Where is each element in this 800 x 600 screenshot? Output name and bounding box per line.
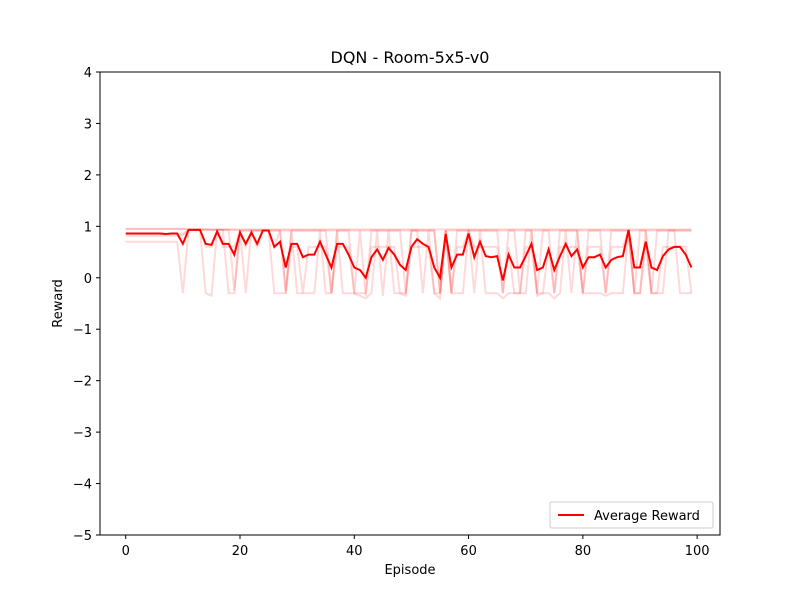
x-tick-label: 40 [346, 544, 363, 559]
run-line-2 [125, 228, 692, 294]
y-tick-label: 0 [84, 272, 92, 287]
run-line-3 [125, 228, 692, 301]
y-tick-label: −1 [73, 323, 92, 338]
y-tick-label: 4 [84, 66, 92, 81]
y-axis-ticks: −5 −4 −3 −2 −1 0 1 2 3 4 [73, 66, 100, 544]
run-line-1 [125, 227, 692, 231]
x-axis-label: Episode [384, 563, 435, 578]
x-tick-label: 20 [232, 544, 249, 559]
run-lines [125, 227, 693, 301]
y-tick-label: −5 [73, 529, 92, 544]
y-tick-label: 2 [84, 169, 92, 184]
x-tick-label: 0 [122, 544, 130, 559]
x-tick-label: 80 [575, 544, 592, 559]
x-tick-label: 60 [460, 544, 477, 559]
y-axis-label: Reward [51, 279, 66, 327]
legend-label: Average Reward [594, 509, 700, 524]
chart-title: DQN - Room-5x5-v0 [331, 48, 490, 67]
legend: Average Reward [549, 501, 714, 529]
y-tick-label: −2 [73, 375, 92, 390]
legend-box [549, 501, 714, 529]
x-tick-label: 100 [685, 544, 710, 559]
y-tick-label: −3 [73, 426, 92, 441]
y-tick-label: 1 [84, 220, 92, 235]
y-tick-label: −4 [73, 478, 92, 493]
plot-frame [99, 71, 721, 536]
average-reward-line [125, 228, 693, 281]
average-line-group [125, 228, 693, 281]
x-axis-ticks: 0 20 40 60 80 100 [122, 535, 710, 559]
y-tick-label: 3 [84, 117, 92, 132]
